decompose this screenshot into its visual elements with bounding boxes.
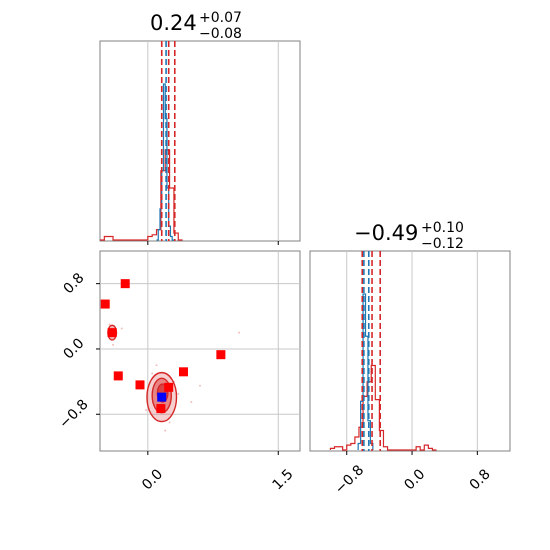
red-marker [120,279,130,289]
sample-point [177,392,180,395]
right-x-tick-label: 0.8 [467,466,494,493]
panel-frame-bottom-right [309,250,511,452]
top-title-sup: +0.07 [199,10,242,26]
sample-point [155,364,158,367]
right-x-tick-label: −0.8 [332,462,367,497]
red-marker [135,380,145,390]
sample-point [164,429,167,432]
right-hist-series-0 [329,364,437,451]
scatter-panel [100,279,241,432]
sample-point [151,372,154,375]
scatter-y-tick-label: 0.8 [60,270,87,297]
blue-marker [157,392,167,402]
sample-point [190,401,193,404]
right-title-sub: −0.12 [421,236,464,252]
sample-point [145,409,148,412]
right-histogram-title: −0.49 [354,221,418,245]
top-histogram [100,41,183,241]
panel-frame-bottom-left [99,250,301,452]
right-x-tick-label: 0.0 [401,466,428,493]
top-hist-series-0 [100,149,183,241]
grid-layer [100,41,478,451]
sample-point [199,384,201,387]
scatter-x-tick-label: 1.5 [270,466,297,493]
right-hist-series-1 [357,293,374,450]
red-marker [216,350,226,360]
scatter-x-tick-label: 0.0 [139,466,166,493]
sample-point [112,343,115,346]
right-title-sup: +0.10 [421,220,464,236]
scatter-y-tick-label: 0.0 [60,335,87,362]
red-marker [107,328,117,338]
red-marker [164,382,174,392]
scatter-y-tick-label: −0.8 [56,397,91,432]
top-title-main: 0.24 [150,11,197,35]
right-histogram [329,251,437,451]
red-marker [100,299,110,309]
top-title-sub: −0.08 [199,26,242,42]
red-marker [156,404,166,414]
top-histogram-title: 0.24 [150,11,197,35]
top-hist-series-1 [156,83,174,241]
red-marker [178,367,188,377]
sample-point [168,421,171,424]
sample-point [238,331,241,334]
red-marker [113,371,123,381]
sample-point [172,380,175,383]
panel-frame-top-left [99,40,301,242]
right-title-main: −0.49 [354,221,418,245]
sample-point [108,323,111,326]
sample-point [120,327,123,330]
